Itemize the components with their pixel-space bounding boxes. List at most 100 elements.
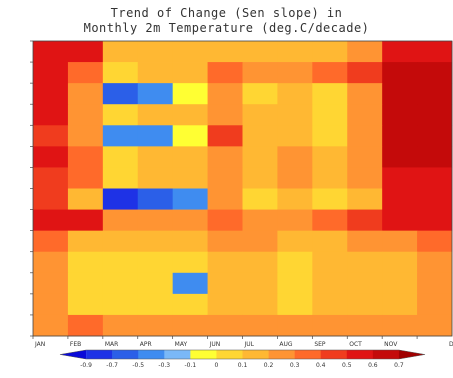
heatmap-cell bbox=[67, 251, 104, 274]
colorbar-tick-label: 0.3 bbox=[290, 362, 300, 369]
colorbar-segment bbox=[242, 350, 269, 359]
heatmap-cell bbox=[207, 272, 243, 295]
colorbar-segment bbox=[86, 350, 113, 359]
colorbar-segment bbox=[268, 350, 295, 359]
colorbar-segment bbox=[190, 350, 217, 359]
heatmap-cell bbox=[347, 167, 383, 189]
colorbar-tick-label: -0.9 bbox=[80, 362, 92, 369]
heatmap-cell bbox=[242, 188, 278, 210]
heatmap-cell bbox=[137, 209, 174, 232]
heatmap-cell bbox=[347, 230, 383, 253]
heatmap-cell bbox=[33, 41, 69, 63]
heatmap-cell bbox=[242, 293, 278, 316]
heatmap-cell bbox=[382, 83, 418, 105]
heatmap-cell bbox=[137, 146, 174, 168]
heatmap-cell bbox=[312, 272, 348, 295]
heatmap-cell bbox=[417, 125, 453, 147]
heatmap-cell bbox=[277, 83, 313, 105]
heatmap-cell bbox=[67, 230, 104, 253]
heatmap-cell bbox=[207, 62, 243, 84]
heatmap-cell bbox=[417, 167, 453, 189]
heatmap-cell bbox=[102, 104, 139, 126]
heatmap-cell bbox=[102, 125, 139, 147]
heatmap-cell bbox=[242, 125, 278, 147]
colorbar-tick-label: 0.4 bbox=[316, 362, 326, 369]
heatmap-cell bbox=[312, 230, 348, 253]
x-tick-label: SEP bbox=[314, 341, 326, 348]
heatmap-cell bbox=[312, 251, 348, 274]
heatmap-cell bbox=[67, 62, 104, 84]
heatmap-cell bbox=[417, 83, 453, 105]
x-tick-label: OCT bbox=[349, 341, 362, 348]
heatmap-cell bbox=[382, 209, 418, 232]
heatmap-cell bbox=[382, 272, 418, 295]
heatmap-cell bbox=[382, 188, 418, 210]
heatmap-cell bbox=[382, 167, 418, 189]
heatmap-cell bbox=[277, 41, 313, 63]
heatmap-cell bbox=[312, 62, 348, 84]
heatmap-cell bbox=[312, 41, 348, 63]
heatmap-cell bbox=[33, 230, 69, 253]
x-tick-label: APR bbox=[140, 341, 152, 348]
heatmap-cell bbox=[382, 230, 418, 253]
heatmap-cell bbox=[102, 83, 139, 105]
colorbar-tick-label: 0.2 bbox=[264, 362, 274, 369]
heatmap-cell bbox=[172, 188, 208, 210]
heatmap-cell bbox=[312, 104, 348, 126]
heatmap-cell bbox=[33, 293, 69, 316]
colorbar-tick-label: 0.6 bbox=[368, 362, 378, 369]
heatmap-cell bbox=[172, 230, 208, 253]
colorbar-segment bbox=[138, 350, 165, 359]
heatmap-cell bbox=[172, 41, 208, 63]
heatmap-cell bbox=[137, 167, 174, 189]
heatmap-cell bbox=[242, 146, 278, 168]
heatmap-cell bbox=[33, 62, 69, 84]
heatmap-cell bbox=[242, 41, 278, 63]
x-tick-label: FEB bbox=[70, 341, 81, 348]
heatmap-cell bbox=[137, 272, 174, 295]
heatmap-cell bbox=[417, 314, 453, 337]
heatmap-cell bbox=[417, 104, 453, 126]
heatmap-cell bbox=[102, 314, 139, 337]
heatmap-cell bbox=[312, 146, 348, 168]
heatmap-cell bbox=[277, 251, 313, 274]
heatmap-cell bbox=[347, 209, 383, 232]
colorbar-tick-label: 0.5 bbox=[342, 362, 352, 369]
heatmap-cell bbox=[242, 251, 278, 274]
heatmap-cell bbox=[277, 209, 313, 232]
heatmap-cell bbox=[67, 209, 104, 232]
colorbar-tick-label: -0.1 bbox=[184, 362, 196, 369]
colorbar-tick-label: 0.1 bbox=[238, 362, 248, 369]
heatmap-cell bbox=[137, 62, 174, 84]
heatmap-cell bbox=[137, 314, 174, 337]
heatmap-cell bbox=[277, 167, 313, 189]
heatmap-cell bbox=[382, 125, 418, 147]
heatmap-cell bbox=[417, 209, 453, 232]
heatmap-cell bbox=[312, 293, 348, 316]
heatmap-cell bbox=[172, 209, 208, 232]
heatmap-cell bbox=[347, 188, 383, 210]
heatmap-cell bbox=[102, 41, 139, 63]
heatmap-cell bbox=[33, 314, 69, 337]
chart-title-line-1: Trend of Change (Sen slope) in bbox=[110, 6, 343, 20]
heatmap-cell bbox=[33, 188, 69, 210]
heatmap-cell bbox=[207, 209, 243, 232]
heatmap-cell bbox=[172, 83, 208, 105]
heatmap-cell bbox=[67, 272, 104, 295]
heatmap-cell bbox=[242, 104, 278, 126]
heatmap-cell bbox=[33, 251, 69, 274]
heatmap-cell bbox=[67, 83, 104, 105]
heatmap-cell bbox=[312, 314, 348, 337]
heatmap-cell bbox=[207, 125, 243, 147]
heatmap-cell bbox=[347, 83, 383, 105]
heatmap-cell bbox=[137, 104, 174, 126]
heatmap-cell bbox=[347, 125, 383, 147]
heatmap-cell bbox=[102, 167, 139, 189]
heatmap-cell bbox=[347, 272, 383, 295]
heatmap-cell bbox=[102, 293, 139, 316]
heatmap-cell bbox=[382, 41, 418, 63]
colorbar-segment bbox=[372, 350, 400, 359]
heatmap-cell bbox=[347, 293, 383, 316]
colorbar-segment bbox=[320, 350, 348, 359]
